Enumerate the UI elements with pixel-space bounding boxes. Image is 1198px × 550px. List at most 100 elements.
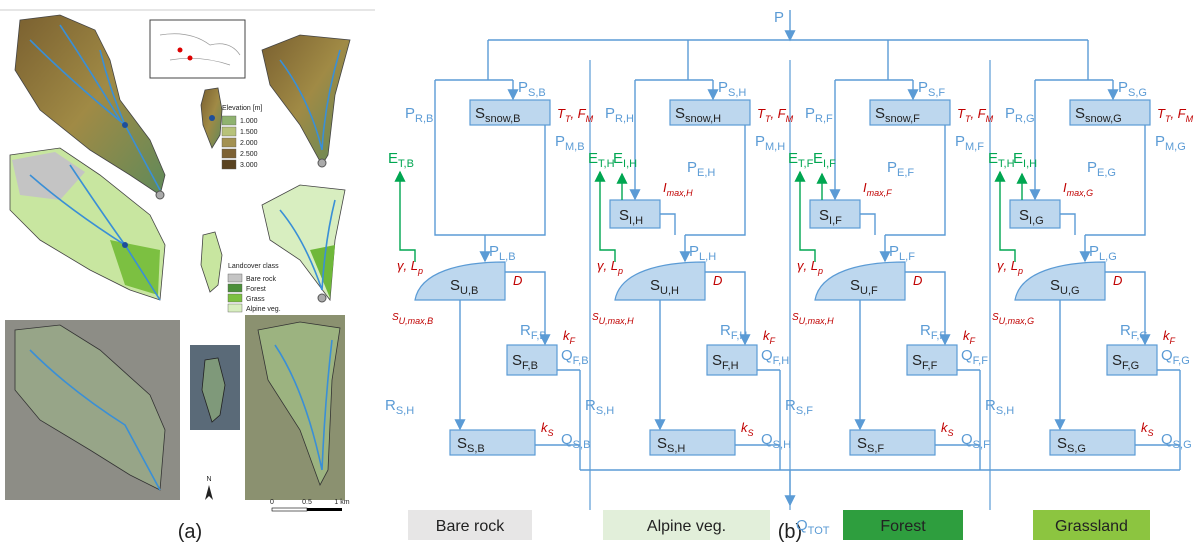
pe-label-text: P <box>887 159 897 176</box>
ss-label-subscript: S,B <box>467 443 485 455</box>
north-label: N <box>206 476 211 483</box>
landcover-label: Alpine veg. <box>647 518 726 535</box>
qf-label-subscript: F,G <box>1173 355 1190 367</box>
imax-label: Imax,G <box>1063 180 1093 198</box>
tf-label-subscript: M <box>586 114 594 124</box>
ss-label-text: S <box>857 435 867 452</box>
gl-label-text: γ, L <box>997 258 1018 273</box>
pe-label-text: P <box>1087 159 1097 176</box>
ss-label-text: S <box>457 435 467 452</box>
pr-label: PR,H <box>605 105 634 125</box>
rf-label-subscript: F,F <box>931 330 947 342</box>
sf-label-text: S <box>712 352 722 369</box>
snow-label-text: S <box>875 105 885 122</box>
sf-label-text: S <box>512 352 522 369</box>
su-label-subscript: U,G <box>1060 285 1080 297</box>
d-label: D <box>713 273 722 288</box>
ps-label: PS,H <box>718 79 746 99</box>
su-label-text: S <box>650 277 660 294</box>
tf-label: TT, FM <box>757 106 794 124</box>
scale-bar <box>272 508 307 511</box>
precip-label-text: P <box>774 9 784 26</box>
gl-label: γ, Lp <box>597 258 623 276</box>
legend-label: Grass <box>246 296 265 303</box>
ei-label: EI,H <box>1013 150 1037 170</box>
gl-label: γ, Lp <box>797 258 823 276</box>
rs-label: RS,H <box>585 397 614 417</box>
rf-label: RF,B <box>520 322 547 342</box>
qs-label: QS,G <box>1161 431 1192 451</box>
pm-label-subscript: M,G <box>1165 141 1186 153</box>
et-label: ET,H <box>988 150 1015 170</box>
ps-label-text: P <box>918 79 928 96</box>
caption: (a) <box>178 521 202 543</box>
qf-label: QF,F <box>961 347 988 367</box>
landcover-legend: Bare rockForestGrassAlpine veg. <box>228 274 281 313</box>
sf-label-text: S <box>1112 352 1122 369</box>
pm-label: PM,B <box>555 133 585 153</box>
rs-label-subscript: S,H <box>396 405 414 417</box>
pe-label-text: P <box>687 159 697 176</box>
inset-map <box>150 20 245 78</box>
su-label-text: S <box>450 277 460 294</box>
qtot-label-subscript: TOT <box>808 525 830 537</box>
et-label: ET,F <box>788 150 814 170</box>
tf-label-text: , F <box>1170 106 1186 121</box>
legend-swatch <box>222 116 236 125</box>
d-label-text: D <box>913 273 922 288</box>
legend-label: Bare rock <box>246 276 276 283</box>
tf-label: TT, FM <box>1157 106 1194 124</box>
qf-label-text: Q <box>561 347 573 364</box>
pl-label-subscript: L,B <box>499 251 516 263</box>
si-label-text: S <box>1019 207 1029 224</box>
landcover-label: Grassland <box>1055 518 1128 535</box>
ks-label-subscript: S <box>948 428 954 438</box>
qtot-label-text: Q <box>796 517 808 534</box>
si-label-subscript: I,G <box>1029 215 1044 227</box>
pl-label: PL,B <box>489 243 516 263</box>
legend-swatch <box>222 160 236 169</box>
kf-label-subscript: F <box>770 336 776 346</box>
gauge <box>122 122 128 128</box>
pm-label-subscript: M,F <box>965 141 984 153</box>
sumax-label-subscript: U,max,B <box>399 316 434 326</box>
gauge <box>122 242 128 248</box>
pl-label-subscript: L,G <box>1099 251 1117 263</box>
snow-label-subscript: snow,H <box>685 113 721 125</box>
pr-label: PR,F <box>805 105 833 125</box>
pr-label-subscript: R,B <box>415 113 433 125</box>
ei-label-text: E <box>813 150 823 167</box>
legend-label: Forest <box>246 286 266 293</box>
pr-label: PR,G <box>1005 105 1035 125</box>
outlet <box>318 294 326 302</box>
d-label: D <box>913 273 922 288</box>
catchment-landcover <box>201 232 222 292</box>
kf-label: kF <box>1163 328 1176 346</box>
legend-swatch <box>228 274 242 282</box>
gl-label: γ, Lp <box>397 258 423 276</box>
qf-label-text: Q <box>961 347 973 364</box>
gl-label: γ, Lp <box>997 258 1023 276</box>
flow-line <box>860 214 875 235</box>
sumax-label: SU,max,B <box>392 312 433 326</box>
ps-label-text: P <box>718 79 728 96</box>
sf-label-subscript: F,G <box>1122 360 1139 372</box>
gl-label-subscript: p <box>417 266 423 276</box>
rs-label-text: R <box>985 397 996 414</box>
sumax-label-subscript: U,max,H <box>599 316 635 326</box>
qs-label-subscript: S,H <box>773 439 791 451</box>
su-label-subscript: U,F <box>860 285 878 297</box>
legend-label: 3.000 <box>240 162 258 169</box>
si-label-subscript: I,H <box>629 215 643 227</box>
sf-label-subscript: F,F <box>922 360 938 372</box>
qs-label-subscript: S,F <box>973 439 990 451</box>
pe-label: PE,G <box>1087 159 1116 179</box>
su-label-subscript: U,B <box>460 285 478 297</box>
ps-label-text: P <box>1118 79 1128 96</box>
rs-label: RS,F <box>785 397 813 417</box>
rf-label: RF,F <box>920 322 946 342</box>
gauge <box>209 115 215 121</box>
tf-label-text: , F <box>970 106 986 121</box>
imax-label-subscript: max,H <box>667 188 694 198</box>
ks-label: kS <box>741 420 754 438</box>
